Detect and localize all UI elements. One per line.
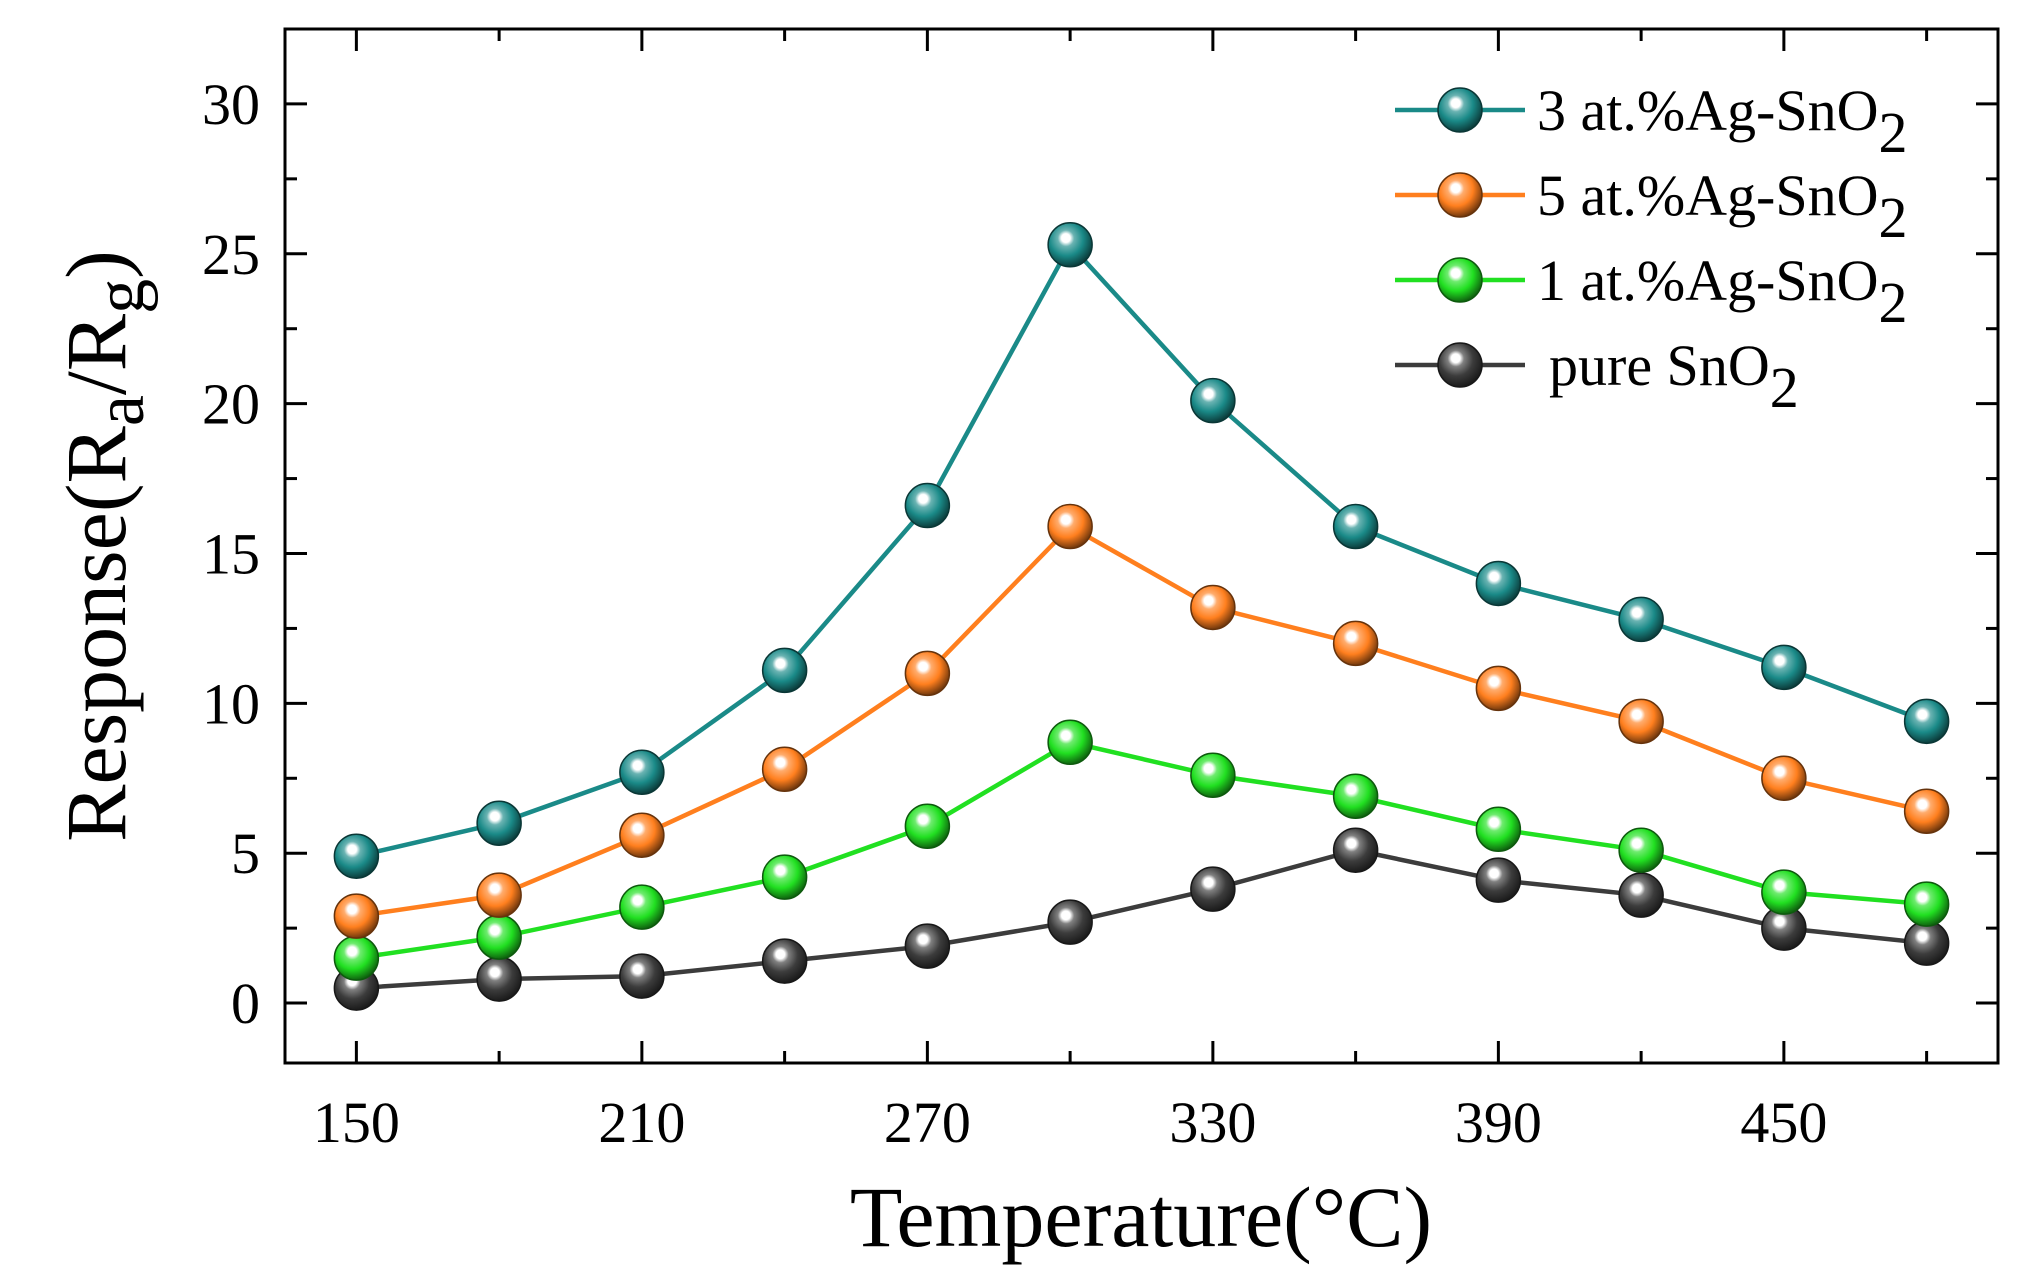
point-3-at-ag-sno2-360 <box>1332 503 1379 550</box>
legend-label-sub-5-at-ag-sno2: 2 <box>1879 185 1908 250</box>
point-5-at-ag-sno2-450 <box>1761 755 1807 802</box>
series-line-pure-sno2 <box>356 847 1927 991</box>
y-axis-title-slash: /R <box>48 313 144 395</box>
series-line-5-at-ag-sno2 <box>356 523 1928 919</box>
legend-label-pure-sno2: pure SnO2 <box>1549 333 1799 420</box>
point-pure-sno2-480 <box>1903 920 1950 966</box>
point-5-at-ag-sno2-210 <box>619 812 665 858</box>
legend-entry-pure-sno2: pure SnO2 <box>1395 333 1799 420</box>
legend-label-main-3-at-ag-sno2: 3 at.%Ag-SnO <box>1537 78 1879 143</box>
point-pure-sno2-390 <box>1475 857 1522 903</box>
point-5-at-ag-sno2-420 <box>1618 698 1664 745</box>
point-3-at-ag-sno2-210 <box>619 749 665 796</box>
y-tick-label-20: 20 <box>202 372 260 437</box>
point-3-at-ag-sno2-330 <box>1190 377 1236 424</box>
point-5-at-ag-sno2-270 <box>904 650 951 697</box>
point-3-at-ag-sno2-150 <box>333 833 380 879</box>
point-5-at-ag-sno2-300 <box>1047 503 1093 550</box>
point-1-at-ag-sno2-180 <box>476 914 522 960</box>
point-pure-sno2-210 <box>619 953 665 999</box>
x-tick-label-150: 150 <box>313 1090 400 1155</box>
x-tick-label-390: 390 <box>1455 1090 1542 1155</box>
x-tick-label-270: 270 <box>884 1090 971 1155</box>
point-5-at-ag-sno2-390 <box>1475 665 1522 712</box>
point-1-at-ag-sno2-270 <box>904 803 951 849</box>
legend-label-main-pure-sno2: pure SnO <box>1549 333 1770 398</box>
point-3-at-ag-sno2-450 <box>1761 644 1807 691</box>
point-1-at-ag-sno2-360 <box>1332 773 1379 820</box>
legend-entry-3-at-ag-sno2: 3 at.%Ag-SnO2 <box>1395 78 1908 165</box>
x-tick-label-330: 330 <box>1169 1090 1256 1155</box>
legend-label-sub-1-at-ag-sno2: 2 <box>1879 270 1908 335</box>
legend-marker-5-at-ag-sno2 <box>1437 172 1483 218</box>
legend-label-3-at-ag-sno2: 3 at.%Ag-SnO2 <box>1537 78 1908 165</box>
legend-label-1-at-ag-sno2: 1 at.%Ag-SnO2 <box>1537 248 1908 335</box>
series-5-at-ag-sno2 <box>333 503 1950 939</box>
point-1-at-ag-sno2-390 <box>1475 806 1522 852</box>
legend-marker-3-at-ag-sno2 <box>1437 87 1483 133</box>
point-1-at-ag-sno2-330 <box>1190 752 1236 799</box>
y-axis-title-sub-g: g <box>82 279 159 314</box>
y-tick-label-30: 30 <box>202 72 260 137</box>
point-1-at-ag-sno2-240 <box>761 854 808 900</box>
legend-entry-5-at-ag-sno2: 5 at.%Ag-SnO2 <box>1395 163 1908 250</box>
series-3-at-ag-sno2 <box>333 222 1950 879</box>
y-tick-label-5: 5 <box>231 821 260 886</box>
y-tick-label-10: 10 <box>202 671 260 736</box>
point-pure-sno2-330 <box>1190 866 1236 912</box>
legend-label-sub-3-at-ag-sno2: 2 <box>1879 100 1908 165</box>
y-axis-title: Response(Ra/Rg) <box>48 250 159 842</box>
y-axis-title-sub-a: a <box>82 395 159 426</box>
point-3-at-ag-sno2-180 <box>476 800 522 846</box>
series-line-1-at-ag-sno2 <box>356 739 1927 961</box>
point-3-at-ag-sno2-480 <box>1903 698 1950 745</box>
legend-label-5-at-ag-sno2: 5 at.%Ag-SnO2 <box>1537 163 1908 250</box>
point-1-at-ag-sno2-480 <box>1903 881 1950 927</box>
point-3-at-ag-sno2-420 <box>1618 596 1664 643</box>
axis-ticks: 150 210 270 330 390 450 0 5 10 15 20 25 30 <box>202 29 1998 1155</box>
point-3-at-ag-sno2-270 <box>904 482 951 529</box>
point-1-at-ag-sno2-210 <box>619 884 665 930</box>
point-5-at-ag-sno2-150 <box>333 893 380 939</box>
x-tick-label-450: 450 <box>1740 1090 1827 1155</box>
legend-marker-pure-sno2 <box>1437 342 1483 388</box>
point-1-at-ag-sno2-150 <box>333 935 380 981</box>
plot-frame <box>283 27 2000 1065</box>
point-pure-sno2-360 <box>1332 827 1379 873</box>
point-5-at-ag-sno2-240 <box>761 746 808 793</box>
series-1-at-ag-sno2 <box>333 719 1950 981</box>
legend-label-main-1-at-ag-sno2: 1 at.%Ag-SnO <box>1537 248 1879 313</box>
y-tick-label-15: 15 <box>202 521 260 586</box>
y-axis-title-close: ) <box>48 250 144 279</box>
point-5-at-ag-sno2-180 <box>476 872 522 918</box>
point-pure-sno2-180 <box>476 956 522 1002</box>
point-3-at-ag-sno2-300 <box>1047 222 1093 268</box>
point-3-at-ag-sno2-240 <box>761 647 808 694</box>
point-5-at-ag-sno2-480 <box>1903 788 1950 834</box>
legend-marker-1-at-ag-sno2 <box>1437 257 1483 303</box>
point-1-at-ag-sno2-450 <box>1761 869 1807 915</box>
point-pure-sno2-420 <box>1618 872 1664 918</box>
point-pure-sno2-270 <box>904 923 951 969</box>
legend-label-main-5-at-ag-sno2: 5 at.%Ag-SnO <box>1537 163 1879 228</box>
point-5-at-ag-sno2-330 <box>1190 584 1236 631</box>
x-axis-title: Temperature(°C) <box>850 1169 1432 1265</box>
point-3-at-ag-sno2-390 <box>1475 560 1522 607</box>
y-tick-label-25: 25 <box>202 222 260 287</box>
y-axis-title-main: Response(R <box>48 426 144 842</box>
point-pure-sno2-240 <box>761 938 808 984</box>
series-layer <box>333 222 1950 1011</box>
series-line-3-at-ag-sno2 <box>355 240 1928 859</box>
point-1-at-ag-sno2-420 <box>1618 827 1664 873</box>
y-tick-label-0: 0 <box>231 971 260 1036</box>
legend-label-sub-pure-sno2: 2 <box>1770 355 1799 420</box>
point-pure-sno2-300 <box>1047 899 1093 945</box>
point-5-at-ag-sno2-360 <box>1332 620 1379 667</box>
point-1-at-ag-sno2-300 <box>1047 719 1093 766</box>
legend-entry-1-at-ag-sno2: 1 at.%Ag-SnO2 <box>1395 248 1908 335</box>
x-tick-label-210: 210 <box>598 1090 685 1155</box>
